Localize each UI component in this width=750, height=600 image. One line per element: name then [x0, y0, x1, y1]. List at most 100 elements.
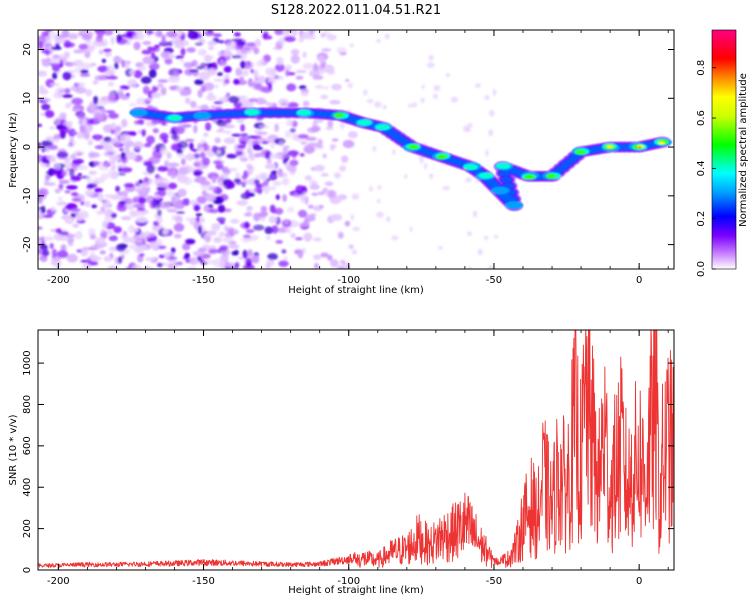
noise-speck — [59, 112, 67, 119]
noise-speck — [289, 128, 296, 134]
noise-speck — [331, 196, 343, 203]
noise-speck — [128, 103, 138, 107]
noise-speck — [326, 34, 337, 41]
noise-speck — [257, 75, 266, 84]
noise-speck — [218, 220, 226, 225]
noise-speck — [106, 65, 115, 73]
noise-speck — [105, 110, 116, 114]
noise-speck — [66, 143, 73, 148]
noise-speck — [79, 73, 91, 77]
noise-speck — [85, 89, 93, 97]
noise-speck — [177, 30, 183, 36]
noise-speck — [265, 263, 271, 269]
noise-speck — [119, 85, 130, 90]
noise-speck — [251, 255, 260, 264]
noise-speck — [205, 122, 212, 131]
noise-speck — [224, 262, 235, 267]
noise-speck — [231, 38, 243, 42]
noise-speck — [320, 63, 325, 70]
noise-speck — [282, 30, 294, 36]
noise-speck — [81, 34, 93, 41]
noise-speck — [284, 228, 292, 234]
ridge-core-blob — [357, 119, 372, 126]
noise-speck — [468, 266, 472, 269]
noise-speck — [171, 133, 178, 140]
noise-speck — [111, 156, 116, 166]
noise-speck — [264, 35, 273, 40]
noise-speck — [239, 157, 249, 162]
noise-speck — [179, 59, 185, 63]
noise-speck — [55, 117, 62, 125]
noise-speck — [146, 97, 154, 102]
noise-speck — [325, 126, 334, 131]
noise-speck — [131, 264, 142, 269]
noise-speck — [107, 75, 118, 80]
noise-speck — [58, 125, 70, 134]
noise-speck — [48, 144, 58, 150]
noise-speck — [141, 186, 147, 193]
noise-speck — [56, 201, 68, 206]
noise-speck — [154, 194, 161, 200]
noise-speck — [38, 238, 42, 245]
noise-speck — [297, 209, 308, 218]
noise-speck — [313, 62, 318, 70]
noise-speck — [135, 182, 140, 187]
noise-speck — [178, 174, 189, 184]
noise-speck — [424, 163, 428, 170]
noise-speck — [225, 180, 235, 189]
noise-speck — [58, 231, 70, 236]
noise-speck — [102, 220, 109, 228]
noise-speck — [51, 248, 58, 258]
noise-speck — [259, 216, 266, 222]
ridge-core-blob — [637, 146, 642, 149]
noise-speck — [117, 91, 124, 95]
noise-speck — [138, 179, 144, 184]
noise-speck — [141, 129, 146, 137]
noise-speck — [146, 30, 154, 35]
noise-speck — [321, 48, 332, 52]
noise-speck — [350, 214, 355, 221]
noise-speck — [158, 254, 166, 259]
noise-speck — [52, 72, 58, 80]
noise-speck — [96, 113, 104, 121]
noise-speck — [204, 236, 211, 243]
noise-speck — [374, 101, 382, 108]
snr-y-tick-label: 0 — [22, 567, 33, 573]
noise-speck — [78, 43, 89, 50]
noise-speck — [157, 166, 169, 172]
noise-speck — [94, 145, 106, 150]
noise-speck — [433, 85, 441, 92]
noise-speck — [49, 56, 62, 65]
noise-speck — [67, 240, 74, 247]
noise-speck — [223, 65, 232, 73]
noise-speck — [93, 161, 100, 166]
noise-speck — [432, 93, 438, 99]
noise-speck — [269, 153, 282, 159]
ridge-halo — [230, 110, 242, 117]
noise-speck — [314, 164, 325, 172]
noise-speck — [302, 62, 314, 70]
noise-speck — [299, 85, 307, 90]
noise-speck — [265, 235, 271, 240]
noise-speck — [182, 123, 192, 128]
ridge-halo — [264, 109, 276, 116]
noise-speck — [484, 94, 490, 101]
noise-speck — [124, 198, 133, 205]
noise-speck — [223, 61, 228, 66]
noise-speck — [303, 144, 316, 154]
noise-speck — [168, 40, 173, 47]
noise-speck — [327, 69, 335, 75]
noise-speck — [109, 194, 121, 200]
noise-speck — [218, 231, 225, 238]
noise-speck — [62, 71, 72, 81]
noise-speck — [71, 192, 79, 197]
noise-speck — [197, 49, 207, 56]
ridge-core-blob — [129, 108, 148, 117]
noise-speck — [264, 163, 276, 170]
noise-speck — [107, 265, 119, 269]
snr-panel: -200 -150 -100 -50 0 0 200 400 600 800 1000 Heigh… — [8, 329, 675, 596]
noise-speck — [65, 233, 76, 238]
noise-speck — [41, 103, 51, 111]
ridge-halo — [501, 176, 512, 183]
noise-speck — [245, 49, 254, 54]
